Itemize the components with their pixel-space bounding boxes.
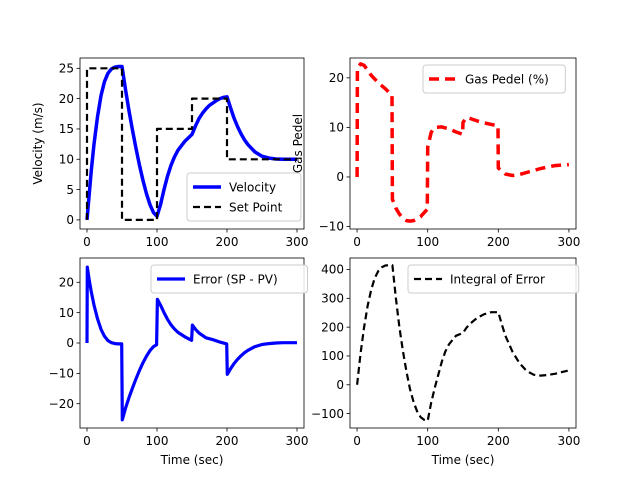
y-tick-label: −10 bbox=[49, 367, 74, 381]
y-tick-label: 20 bbox=[59, 92, 74, 106]
y-tick-label: 0 bbox=[66, 336, 74, 350]
x-tick-label: 0 bbox=[353, 434, 361, 448]
y-tick-label: 100 bbox=[321, 349, 344, 363]
x-tick-label: 100 bbox=[146, 434, 169, 448]
y-tick-label: 300 bbox=[321, 292, 344, 306]
legend: Error (SP - PV) bbox=[150, 264, 308, 294]
series-line-1 bbox=[85, 265, 297, 422]
x-tick-label: 300 bbox=[557, 434, 580, 448]
x-tick-label: 100 bbox=[146, 235, 169, 249]
legend-label: Error (SP - PV) bbox=[193, 272, 278, 286]
legend-box bbox=[407, 264, 580, 294]
y-tick-label: 25 bbox=[59, 62, 74, 76]
x-tick-label: 300 bbox=[286, 434, 309, 448]
y-tick-label: 10 bbox=[329, 121, 344, 135]
legend-box bbox=[150, 264, 308, 294]
axes-frame bbox=[349, 57, 577, 230]
y-tick-label: 5 bbox=[66, 183, 74, 197]
legend-box bbox=[186, 172, 302, 222]
y-tick-label: 20 bbox=[329, 71, 344, 85]
y-axis-label: Velocity (m/s) bbox=[31, 102, 45, 184]
x-tick-label: 0 bbox=[353, 235, 361, 249]
y-tick-label: −10 bbox=[319, 220, 344, 234]
x-tick-label: 300 bbox=[557, 235, 580, 249]
x-tick-label: 200 bbox=[487, 434, 510, 448]
x-tick-label: 200 bbox=[216, 235, 239, 249]
series-line-1 bbox=[356, 264, 570, 422]
y-tick-label: 0 bbox=[336, 378, 344, 392]
x-tick-label: 200 bbox=[216, 434, 239, 448]
y-tick-label: 15 bbox=[59, 122, 74, 136]
x-axis-label: Time (sec) bbox=[160, 453, 224, 467]
y-tick-label: 20 bbox=[59, 275, 74, 289]
axes-frame bbox=[349, 257, 577, 429]
legend-label: Set Point bbox=[229, 200, 283, 214]
subplot-3: 0 100 200 300 −20 −10 0 10 20 Time (sec) Error (SP… bbox=[49, 257, 309, 467]
x-tick-label: 200 bbox=[487, 235, 510, 249]
x-tick-label: 0 bbox=[83, 235, 91, 249]
x-tick-label: 0 bbox=[83, 434, 91, 448]
axes-frame bbox=[79, 57, 305, 230]
x-tick-label: 100 bbox=[416, 434, 439, 448]
x-axis-label: Time (sec) bbox=[431, 453, 495, 467]
y-tick-label: −100 bbox=[311, 407, 344, 421]
legend-box bbox=[422, 64, 566, 94]
y-tick-label: −20 bbox=[49, 397, 74, 411]
legend: Integral of Error bbox=[407, 264, 580, 294]
y-tick-label: 10 bbox=[59, 306, 74, 320]
x-tick-label: 100 bbox=[416, 235, 439, 249]
y-tick-label: 200 bbox=[321, 320, 344, 334]
subplot-2: 0 100 200 300 −10 0 10 20 Gas Pedel Gas Pedel (%) bbox=[291, 57, 580, 249]
legend-label: Gas Pedel (%) bbox=[465, 72, 549, 86]
y-axis-label: Gas Pedel bbox=[291, 114, 305, 173]
subplot-4: 0 100 200 300 −100 0 100 200 300 400 Time (sec) Int… bbox=[311, 257, 580, 467]
y-tick-label: 10 bbox=[59, 152, 74, 166]
series-line-2 bbox=[85, 67, 297, 221]
legend: Gas Pedel (%) bbox=[422, 64, 566, 94]
y-tick-label: 400 bbox=[321, 263, 344, 277]
legend-label: Integral of Error bbox=[450, 272, 545, 286]
x-tick-label: 300 bbox=[286, 235, 309, 249]
legend-label: Velocity bbox=[229, 180, 276, 194]
legend: Velocity Set Point bbox=[186, 172, 302, 222]
subplot-1: 0 100 200 300 0 5 10 15 20 25 Velocity (m/s) Veloci… bbox=[31, 57, 309, 249]
series-line-1 bbox=[355, 62, 570, 223]
y-tick-label: 0 bbox=[66, 213, 74, 227]
y-tick-label: 0 bbox=[336, 170, 344, 184]
